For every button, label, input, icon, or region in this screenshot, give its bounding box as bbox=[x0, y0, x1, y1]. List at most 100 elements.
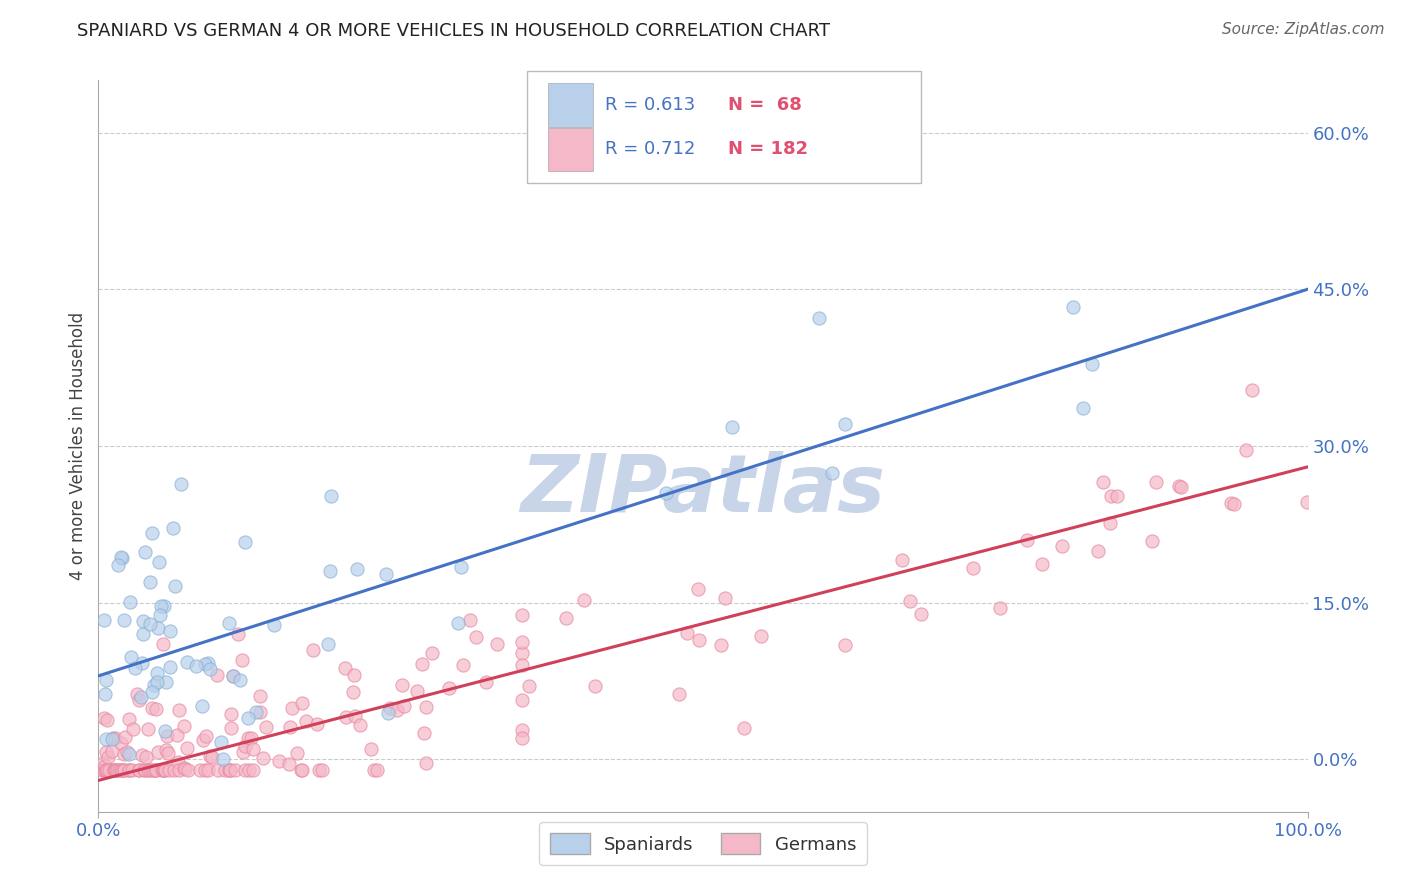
Point bbox=[142, 763, 165, 777]
Point bbox=[94, 688, 117, 702]
Point bbox=[197, 656, 219, 670]
Point bbox=[97, 750, 120, 764]
Point bbox=[134, 763, 156, 777]
Point bbox=[301, 643, 323, 657]
Point bbox=[136, 722, 159, 736]
Point bbox=[450, 560, 472, 574]
Point bbox=[910, 607, 932, 621]
Point bbox=[112, 763, 135, 777]
Point bbox=[141, 685, 163, 699]
Point bbox=[105, 763, 128, 777]
Point bbox=[145, 702, 167, 716]
Point bbox=[510, 693, 533, 707]
Point bbox=[238, 763, 260, 777]
Text: N = 182: N = 182 bbox=[728, 140, 808, 159]
Point bbox=[101, 744, 124, 758]
Point bbox=[1144, 475, 1167, 490]
Point bbox=[214, 763, 236, 777]
Legend: Spaniards, Germans: Spaniards, Germans bbox=[538, 822, 868, 865]
Point bbox=[94, 763, 117, 777]
Point bbox=[1142, 533, 1164, 548]
Point bbox=[291, 696, 314, 710]
Point bbox=[242, 741, 264, 756]
Point bbox=[245, 705, 267, 719]
Text: R = 0.613: R = 0.613 bbox=[605, 95, 695, 114]
Point bbox=[380, 700, 402, 714]
Point bbox=[141, 763, 163, 777]
Point bbox=[219, 722, 242, 736]
Point bbox=[1062, 300, 1084, 314]
Point bbox=[1236, 442, 1258, 457]
Point bbox=[229, 673, 252, 687]
Point bbox=[413, 726, 436, 740]
Point bbox=[420, 646, 443, 660]
Point bbox=[465, 630, 488, 644]
Point bbox=[308, 763, 330, 777]
Point bbox=[249, 690, 271, 704]
Point bbox=[391, 678, 413, 692]
Point bbox=[132, 627, 155, 641]
Point bbox=[988, 601, 1011, 615]
Point bbox=[118, 763, 141, 777]
Point bbox=[1223, 497, 1246, 511]
Point bbox=[184, 658, 207, 673]
Point bbox=[96, 745, 118, 759]
Point bbox=[131, 748, 153, 763]
Text: N =  68: N = 68 bbox=[728, 95, 803, 114]
Point bbox=[343, 668, 366, 682]
Point bbox=[733, 722, 755, 736]
Point bbox=[583, 679, 606, 693]
Point bbox=[148, 555, 170, 569]
Point bbox=[962, 561, 984, 575]
Point bbox=[510, 723, 533, 738]
Point bbox=[205, 668, 228, 682]
Point bbox=[94, 673, 117, 688]
Point bbox=[228, 627, 250, 641]
Point bbox=[233, 534, 256, 549]
Point bbox=[135, 750, 157, 764]
Point bbox=[688, 633, 710, 648]
Point bbox=[93, 711, 115, 725]
Point bbox=[157, 763, 180, 777]
Point bbox=[134, 544, 156, 558]
Point bbox=[1105, 489, 1128, 503]
Point bbox=[110, 763, 132, 777]
Point bbox=[176, 740, 198, 755]
Point bbox=[141, 526, 163, 541]
Point bbox=[411, 657, 433, 671]
Point bbox=[360, 742, 382, 756]
Point bbox=[152, 637, 174, 651]
Point bbox=[156, 729, 179, 743]
Point bbox=[510, 607, 533, 622]
Point bbox=[458, 613, 481, 627]
Point bbox=[267, 754, 290, 768]
Point bbox=[252, 751, 274, 765]
Point bbox=[146, 745, 169, 759]
Point bbox=[128, 692, 150, 706]
Point bbox=[285, 746, 308, 760]
Point bbox=[688, 582, 710, 597]
Point bbox=[808, 310, 831, 325]
Point bbox=[93, 613, 115, 627]
Point bbox=[195, 729, 218, 743]
Point bbox=[132, 615, 155, 629]
Point bbox=[165, 579, 187, 593]
Point bbox=[104, 763, 127, 777]
Point bbox=[200, 662, 222, 676]
Point bbox=[1168, 478, 1191, 492]
Point bbox=[150, 599, 173, 614]
Point bbox=[221, 669, 243, 683]
Point bbox=[1099, 489, 1122, 503]
Point bbox=[898, 593, 921, 607]
Point bbox=[218, 763, 240, 777]
Point bbox=[375, 567, 398, 582]
Point bbox=[141, 701, 163, 715]
Point bbox=[176, 655, 198, 669]
Point bbox=[231, 745, 253, 759]
Point bbox=[242, 763, 264, 777]
Point bbox=[319, 564, 342, 578]
Point bbox=[149, 607, 172, 622]
Point bbox=[146, 621, 169, 635]
Point bbox=[136, 763, 159, 777]
Point bbox=[157, 746, 180, 760]
